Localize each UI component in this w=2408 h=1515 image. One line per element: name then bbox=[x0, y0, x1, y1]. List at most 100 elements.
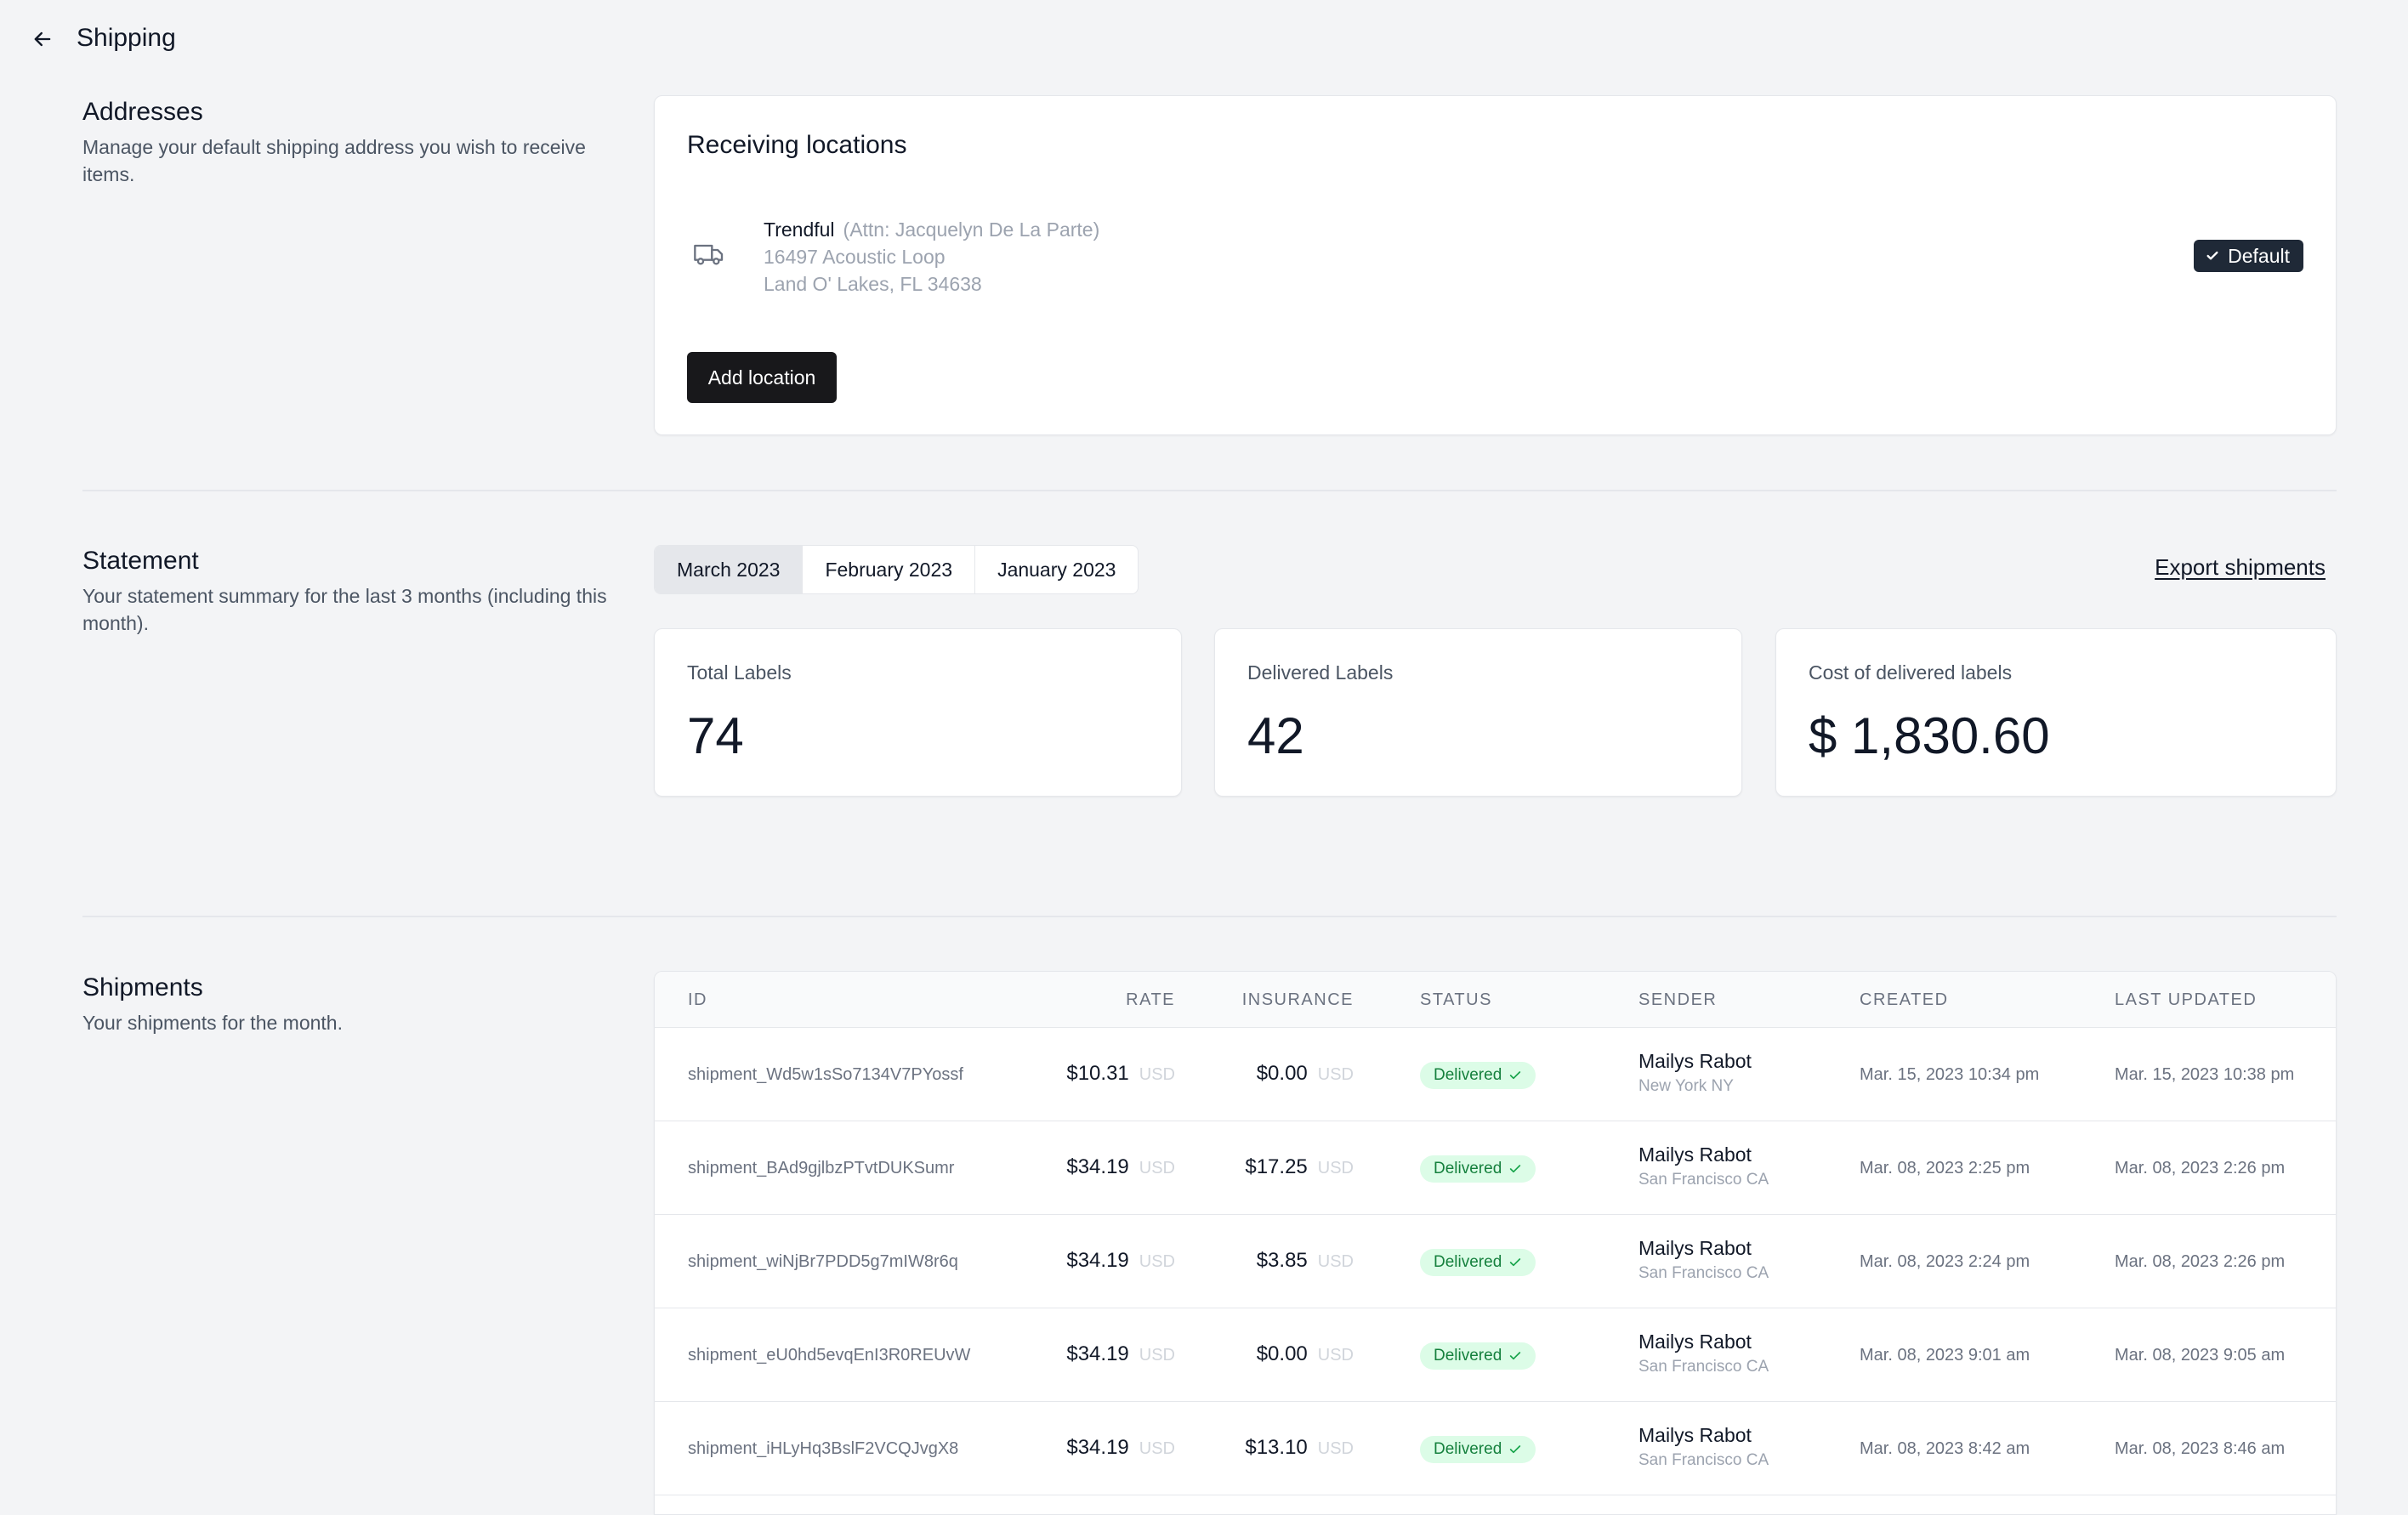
location-attn: (Attn: Jacquelyn De La Parte) bbox=[843, 218, 1100, 241]
column-header-status[interactable]: STATUS bbox=[1420, 990, 1492, 1009]
default-badge-label: Default bbox=[2228, 244, 2290, 267]
table-row[interactable]: shipment_wiNjBr7PDD5g7mIW8r6q $34.19 USD … bbox=[655, 1215, 2336, 1308]
location-address-line2: Land O' Lakes, FL 34638 bbox=[764, 273, 982, 295]
addresses-description: Manage your default shipping address you… bbox=[82, 136, 586, 185]
rate-currency: USD bbox=[1139, 1346, 1175, 1365]
rate-cell: $10.31 USD bbox=[1066, 1062, 1175, 1086]
tab-february-2023[interactable]: February 2023 bbox=[803, 546, 976, 593]
table-row[interactable]: shipment_iHLyHq3BslF2VCQJvgX8 $34.19 USD … bbox=[655, 1402, 2336, 1495]
shipment-id: shipment_Wd5w1sSo7134V7PYossf bbox=[688, 1065, 963, 1084]
rate-cell: $34.19 USD bbox=[1066, 1155, 1175, 1179]
rate-value: $34.19 bbox=[1066, 1155, 1129, 1178]
table-row[interactable]: shipment_Wd5w1sSo7134V7PYossf $10.31 USD … bbox=[655, 1028, 2336, 1121]
sender-location: San Francisco CA bbox=[1638, 1451, 1769, 1469]
sender-name: Mailys Rabot bbox=[1638, 1143, 1752, 1166]
table-row[interactable]: shipment_BAd9gjlbzPTvtDUKSumr $34.19 USD … bbox=[655, 1121, 2336, 1215]
table-row[interactable]: shipment_eU0hd5evqEnI3R0REUvW $34.19 USD … bbox=[655, 1308, 2336, 1402]
check-icon bbox=[2206, 251, 2218, 260]
insurance-value: $0.00 bbox=[1256, 1342, 1308, 1365]
status-badge: Delivered bbox=[1420, 1062, 1536, 1089]
status-label: Delivered bbox=[1434, 1066, 1502, 1084]
check-icon bbox=[1510, 1071, 1521, 1080]
sender-location: San Francisco CA bbox=[1638, 1358, 1769, 1376]
month-tabs: March 2023 February 2023 January 2023 bbox=[654, 545, 1139, 594]
status-label: Delivered bbox=[1434, 1160, 1502, 1177]
updated-date: Mar. 08, 2023 2:26 pm bbox=[2115, 1159, 2286, 1177]
shipment-id: shipment_wiNjBr7PDD5g7mIW8r6q bbox=[688, 1252, 958, 1271]
column-header-rate[interactable]: RATE bbox=[1126, 990, 1175, 1009]
insurance-currency: USD bbox=[1317, 1252, 1354, 1271]
status-badge: Delivered bbox=[1420, 1249, 1536, 1276]
created-date: Mar. 08, 2023 9:01 am bbox=[1860, 1346, 2030, 1365]
location-name-line: Trendful (Attn: Jacquelyn De La Parte) bbox=[764, 217, 1099, 242]
column-header-id[interactable]: ID bbox=[688, 990, 707, 1009]
add-location-button[interactable]: Add location bbox=[687, 352, 837, 403]
check-icon bbox=[1510, 1165, 1521, 1173]
default-badge: Default bbox=[2194, 240, 2303, 272]
updated-date: Mar. 08, 2023 9:05 am bbox=[2115, 1346, 2286, 1365]
check-icon bbox=[1510, 1445, 1521, 1454]
shipments-title: Shipments bbox=[82, 973, 203, 1001]
updated-date: Mar. 08, 2023 8:46 am bbox=[2115, 1439, 2286, 1458]
insurance-cell: $13.10 USD bbox=[1245, 1436, 1354, 1460]
rate-currency: USD bbox=[1139, 1439, 1175, 1458]
updated-date: Mar. 08, 2023 2:26 pm bbox=[2115, 1252, 2286, 1271]
insurance-value: $13.10 bbox=[1245, 1436, 1308, 1459]
insurance-cell: $0.00 USD bbox=[1257, 1062, 1354, 1086]
sender-name: Mailys Rabot bbox=[1638, 1331, 1752, 1353]
insurance-cell: $17.25 USD bbox=[1245, 1155, 1354, 1179]
insurance-value: $0.00 bbox=[1256, 1062, 1308, 1085]
check-icon bbox=[1510, 1352, 1521, 1360]
arrow-left-icon bbox=[34, 31, 51, 47]
export-shipments-link[interactable]: Export shipments bbox=[2155, 554, 2326, 580]
status-label: Delivered bbox=[1434, 1253, 1502, 1271]
column-header-sender[interactable]: SENDER bbox=[1638, 990, 1718, 1009]
rate-cell: $34.19 USD bbox=[1066, 1249, 1175, 1273]
addresses-title: Addresses bbox=[82, 98, 203, 126]
sender-name: Mailys Rabot bbox=[1638, 1424, 1752, 1446]
tab-january-2023[interactable]: January 2023 bbox=[997, 558, 1116, 581]
rate-currency: USD bbox=[1139, 1065, 1175, 1084]
sender-name: Mailys Rabot bbox=[1638, 1050, 1752, 1072]
insurance-cell: $3.85 USD bbox=[1257, 1249, 1354, 1273]
status-badge: Delivered bbox=[1420, 1342, 1536, 1370]
table-header: ID RATE INSURANCE STATUS SENDER CREATED … bbox=[655, 972, 2336, 1028]
stat-card-delivered-labels: Delivered Labels 42 bbox=[1214, 628, 1742, 797]
page-title: Shipping bbox=[77, 24, 176, 52]
shipment-id: shipment_eU0hd5evqEnI3R0REUvW bbox=[688, 1346, 971, 1365]
tab-march-2023[interactable]: March 2023 bbox=[655, 546, 804, 593]
top-bar: Shipping bbox=[0, 0, 2408, 78]
sender-location: New York NY bbox=[1638, 1077, 1734, 1095]
shipment-id: shipment_BAd9gjlbzPTvtDUKSumr bbox=[688, 1159, 955, 1177]
status-badge: Delivered bbox=[1420, 1436, 1536, 1463]
shipment-id: shipment_iHLyHq3BslF2VCQJvgX8 bbox=[688, 1439, 959, 1458]
column-header-created[interactable]: CREATED bbox=[1860, 990, 1949, 1009]
column-header-last-updated[interactable]: LAST UPDATED bbox=[2115, 990, 2258, 1009]
receiving-locations-card: Receiving locations Trendful (Attn: Jacqu… bbox=[654, 95, 2337, 435]
stat-value: $ 1,830.60 bbox=[1809, 707, 2050, 764]
created-date: Mar. 15, 2023 10:34 pm bbox=[1860, 1065, 2040, 1084]
insurance-currency: USD bbox=[1317, 1159, 1354, 1177]
rate-cell: $34.19 USD bbox=[1066, 1436, 1175, 1460]
insurance-cell: $0.00 USD bbox=[1257, 1342, 1354, 1366]
created-date: Mar. 08, 2023 2:24 pm bbox=[1860, 1252, 2030, 1271]
created-date: Mar. 08, 2023 8:42 am bbox=[1860, 1439, 2030, 1458]
created-date: Mar. 08, 2023 2:25 pm bbox=[1860, 1159, 2030, 1177]
receiving-locations-heading: Receiving locations bbox=[687, 131, 907, 159]
stat-label: Delivered Labels bbox=[1247, 661, 1394, 684]
insurance-currency: USD bbox=[1317, 1065, 1354, 1084]
section-divider bbox=[82, 490, 2337, 491]
stat-card-total-labels: Total Labels 74 bbox=[654, 628, 1182, 797]
check-icon bbox=[1510, 1258, 1521, 1267]
rate-currency: USD bbox=[1139, 1159, 1175, 1177]
updated-date: Mar. 15, 2023 10:38 pm bbox=[2115, 1065, 2295, 1084]
stat-label: Cost of delivered labels bbox=[1809, 661, 2013, 684]
status-label: Delivered bbox=[1434, 1440, 1502, 1458]
column-header-insurance[interactable]: INSURANCE bbox=[1241, 990, 1354, 1009]
rate-value: $10.31 bbox=[1066, 1062, 1129, 1085]
status-badge: Delivered bbox=[1420, 1155, 1536, 1183]
insurance-currency: USD bbox=[1317, 1346, 1354, 1365]
back-button[interactable] bbox=[26, 22, 60, 56]
location-name: Trendful bbox=[764, 218, 835, 241]
stat-value: 74 bbox=[687, 707, 744, 764]
